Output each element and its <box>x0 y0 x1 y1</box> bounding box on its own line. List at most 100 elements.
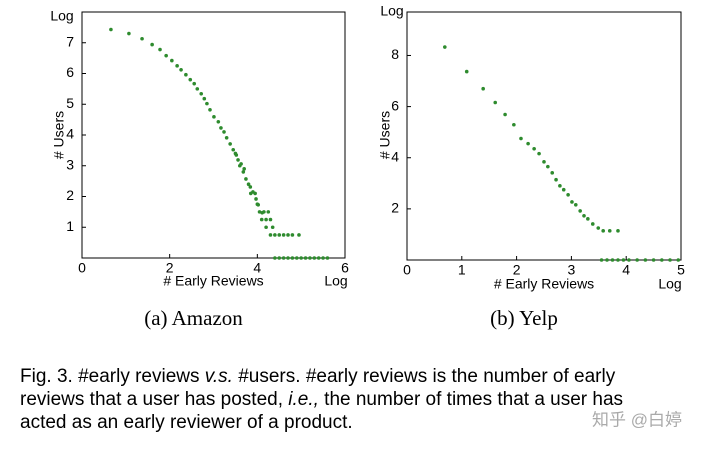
data-point <box>241 170 246 174</box>
caption-text: Fig. 3. #early reviews <box>20 366 205 387</box>
data-point <box>299 256 303 260</box>
data-point <box>542 160 546 164</box>
data-point <box>228 142 232 146</box>
data-point <box>590 222 595 226</box>
data-point <box>660 258 664 262</box>
data-point <box>266 210 271 214</box>
data-point <box>179 68 183 72</box>
x-tick-label: 2 <box>513 262 521 278</box>
data-point <box>290 233 295 237</box>
data-point <box>158 47 162 52</box>
data-point <box>537 151 541 156</box>
x-tick-label: 0 <box>78 260 86 276</box>
data-point <box>199 91 204 96</box>
data-point <box>558 184 562 188</box>
data-point <box>554 177 558 182</box>
data-point <box>616 229 620 233</box>
data-point <box>184 72 188 77</box>
caption-text: the number of times that a user has <box>319 389 623 410</box>
data-point <box>582 213 586 218</box>
data-point <box>627 258 631 262</box>
caption-text: acted as an early reviewer of a product. <box>20 412 353 433</box>
data-point <box>286 233 290 237</box>
data-point <box>268 217 273 222</box>
data-point <box>566 193 570 197</box>
data-point <box>308 256 312 260</box>
y-tick-label: 8 <box>391 46 399 62</box>
x-axis-unit: Log <box>324 273 347 289</box>
x-tick-label: 5 <box>677 262 685 278</box>
data-point <box>290 256 295 260</box>
data-point <box>550 171 555 175</box>
data-point <box>233 151 238 156</box>
data-point <box>570 200 574 204</box>
x-tick-label: 1 <box>458 262 466 278</box>
data-point <box>273 256 277 260</box>
data-point <box>578 209 582 213</box>
data-point <box>294 256 299 260</box>
data-point <box>238 163 242 168</box>
data-point <box>621 258 626 262</box>
y-axis-unit: Log <box>380 3 403 19</box>
data-point <box>236 158 240 162</box>
data-point <box>512 122 516 127</box>
data-point <box>170 58 174 63</box>
data-point <box>264 225 268 230</box>
x-tick-label: 6 <box>341 260 349 276</box>
data-point <box>605 258 609 262</box>
x-tick-label: 3 <box>568 262 576 278</box>
data-point <box>281 256 286 260</box>
plot-frame <box>81 11 346 259</box>
data-point <box>616 258 620 262</box>
caption-line: acted as an early reviewer of a product. <box>20 412 353 433</box>
x-tick-label: 2 <box>166 260 174 276</box>
data-point <box>222 130 226 134</box>
y-tick-label: 5 <box>66 95 74 111</box>
y-tick-label: 2 <box>66 187 74 203</box>
x-tick-label: 4 <box>622 262 630 278</box>
data-point <box>277 256 282 260</box>
data-point <box>481 86 485 91</box>
caption-line: Fig. 3. #early reviews v.s. #users. #ear… <box>20 366 616 387</box>
data-point <box>443 45 447 49</box>
data-point <box>596 226 601 230</box>
data-point <box>224 135 229 140</box>
x-tick-label: 4 <box>253 260 261 276</box>
data-point <box>321 256 325 260</box>
x-axis-label: # Early Reviews <box>494 276 594 292</box>
data-point <box>325 256 330 260</box>
data-point <box>202 96 207 101</box>
data-point <box>503 112 507 117</box>
x-axis-unit: Log <box>658 276 681 292</box>
data-point <box>610 258 615 262</box>
y-axis-label: # Users <box>377 111 393 159</box>
data-point <box>676 258 681 262</box>
data-point <box>277 233 282 237</box>
data-point <box>532 146 536 151</box>
data-point <box>601 229 605 233</box>
subcaption: (b) Yelp <box>490 306 558 330</box>
data-point <box>561 187 566 192</box>
data-point <box>607 229 612 233</box>
data-point <box>192 81 197 86</box>
data-point <box>464 69 469 74</box>
watermark: 知乎 @白婷 <box>592 410 682 429</box>
data-point <box>216 119 221 124</box>
data-point <box>253 191 257 196</box>
data-point <box>573 202 578 207</box>
data-point <box>643 258 648 262</box>
data-point <box>303 256 308 260</box>
data-point <box>268 233 273 237</box>
y-axis-unit: Log <box>50 8 73 24</box>
data-point <box>208 107 212 112</box>
data-point <box>140 36 144 41</box>
caption-text: i.e., <box>288 389 319 410</box>
x-axis-label: # Early Reviews <box>163 273 263 289</box>
data-point <box>586 217 590 221</box>
data-point <box>195 87 200 91</box>
plot-frame <box>406 11 682 261</box>
y-tick-label: 6 <box>391 97 399 113</box>
data-point <box>526 141 530 146</box>
y-tick-label: 4 <box>391 148 399 164</box>
